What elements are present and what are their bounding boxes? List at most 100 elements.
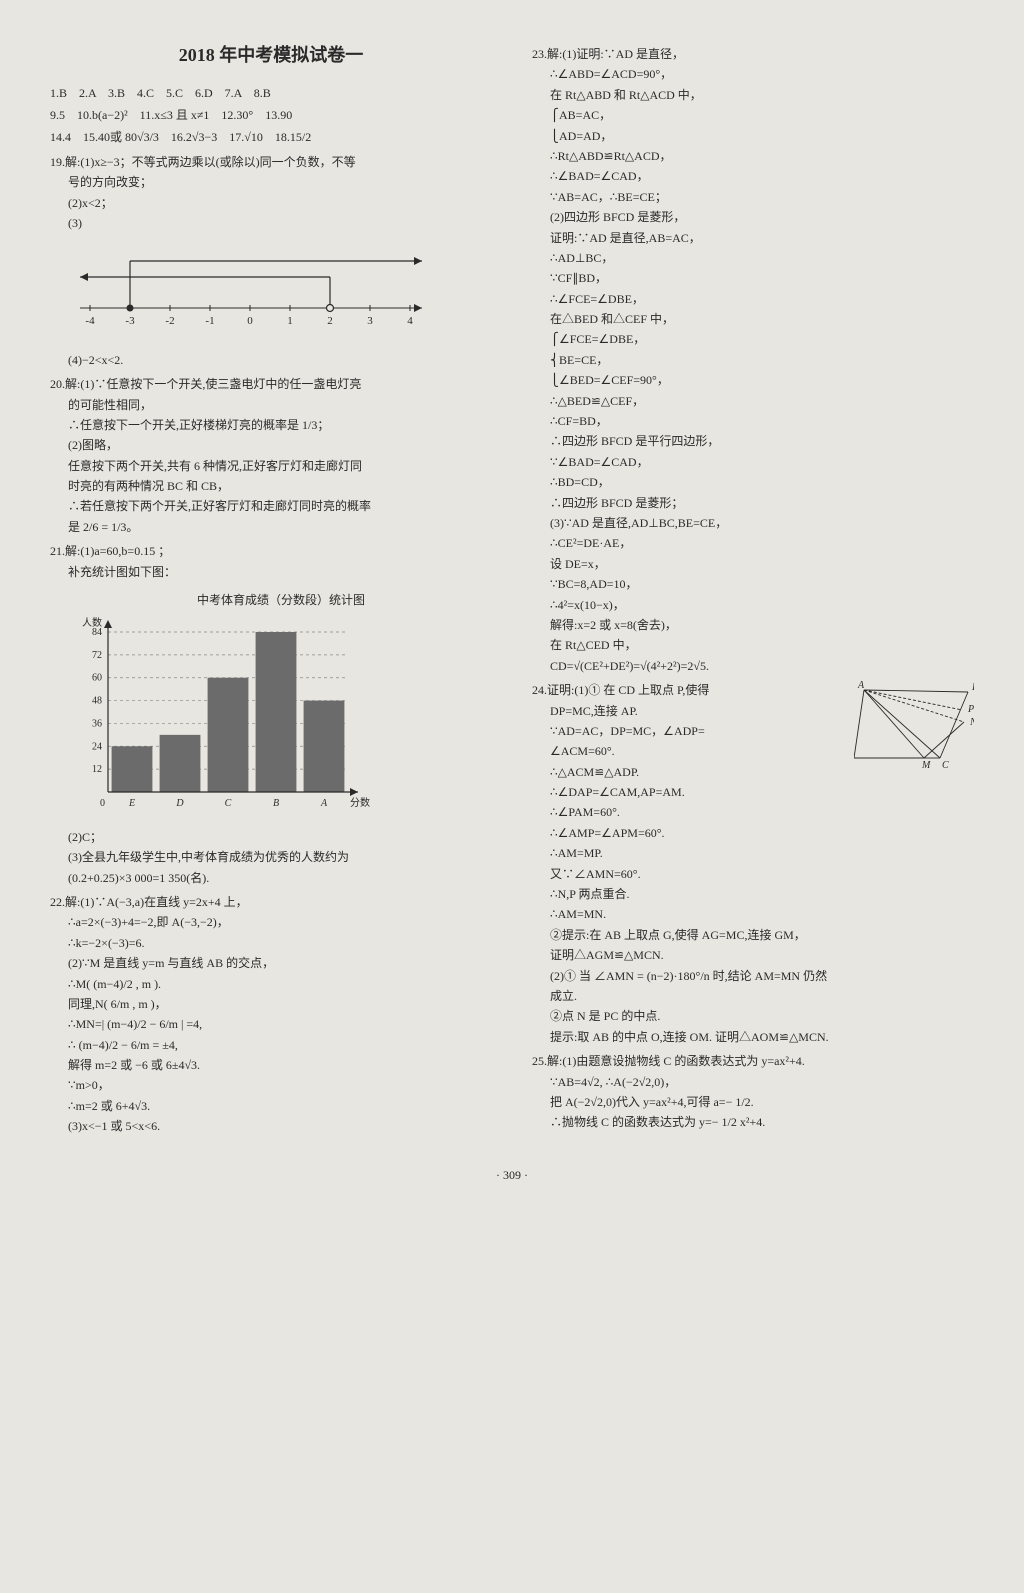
q22-l4: ∴M( (m−4)/2 , m ). xyxy=(50,974,492,994)
text-line: ∴∠ABD=∠ACD=90°， xyxy=(532,64,974,84)
text-line: ∴∠DAP=∠CAM,AP=AM. xyxy=(532,782,974,802)
text-line: ∴∠BAD=∠CAD， xyxy=(532,166,974,186)
chart-title: 中考体育成绩（分数段）统计图 xyxy=(70,590,492,610)
svg-text:1: 1 xyxy=(287,315,293,327)
svg-text:B: B xyxy=(273,798,279,809)
svg-text:2: 2 xyxy=(327,315,333,327)
q22-l8: 解得 m=2 或 −6 或 6±4√3. xyxy=(50,1055,492,1075)
q20-l1: 的可能性相同， xyxy=(50,395,492,415)
q20-l3: (2)图略， xyxy=(50,435,492,455)
svg-text:N: N xyxy=(969,717,974,728)
text-line: ⎧∠FCE=∠DBE， xyxy=(532,329,974,349)
svg-text:12: 12 xyxy=(92,765,102,776)
text-line: 证明:∵AD 是直径,AB=AC， xyxy=(532,228,974,248)
svg-text:0: 0 xyxy=(100,798,105,809)
page: 2018 年中考模拟试卷一 1.B 2.A 3.B 4.C 5.C 6.D 7.… xyxy=(50,40,974,1141)
q22-l3: (2)∵M 是直线 y=m 与直线 AB 的交点， xyxy=(50,953,492,973)
q25: 25.解:(1)由题意设抛物线 C 的函数表达式为 y=ax²+4. ∵AB=4… xyxy=(532,1051,974,1133)
text-line: 把 A(−2√2,0)代入 y=ax²+4,可得 a=− 1/2. xyxy=(532,1092,974,1112)
text-line: 解得:x=2 或 x=8(舍去)， xyxy=(532,615,974,635)
text-line: ∴CE²=DE·AE， xyxy=(532,533,974,553)
svg-text:60: 60 xyxy=(92,673,102,684)
q20-head: 20.解:(1)∵任意按下一个开关,使三盏电灯中的任一盏电灯亮 xyxy=(50,374,492,394)
text-line: ∴∠FCE=∠DBE， xyxy=(532,289,974,309)
text-line: ②提示:在 AB 上取点 G,使得 AG=MC,连接 GM， xyxy=(532,925,974,945)
svg-text:4: 4 xyxy=(407,315,413,327)
q21: 21.解:(1)a=60,b=0.15 ； 补充统计图如下图： 中考体育成绩（分… xyxy=(50,541,492,888)
text-line: ⎩AD=AD， xyxy=(532,126,974,146)
page-number: · 309 · xyxy=(50,1165,974,1185)
svg-text:E: E xyxy=(128,798,135,809)
q22-l11: (3)x<−1 或 5<x<6. xyxy=(50,1116,492,1136)
mc-row-2: 9.5 10.b(a−2)² 11.x≤3 且 x≠1 12.30° 13.90 xyxy=(50,105,492,125)
q21-l3: (3)全县九年级学生中,中考体育成绩为优秀的人数约为 xyxy=(50,847,492,867)
q21-head: 21.解:(1)a=60,b=0.15 ； xyxy=(50,541,492,561)
text-line: ∴CF=BD， xyxy=(532,411,974,431)
q21-l1: 补充统计图如下图： xyxy=(50,562,492,582)
text-line: ∵BC=8,AD=10， xyxy=(532,574,974,594)
svg-text:D: D xyxy=(175,798,184,809)
text-line: (2)四边形 BFCD 是菱形， xyxy=(532,207,974,227)
svg-text:3: 3 xyxy=(367,315,373,327)
svg-text:C: C xyxy=(942,760,949,770)
text-line: 在 Rt△ABD 和 Rt△ACD 中， xyxy=(532,85,974,105)
q22-l2: ∴k=−2×(−3)=6. xyxy=(50,933,492,953)
q20-l6: ∴若任意按下两个开关,正好客厅灯和走廊灯同时亮的概率 xyxy=(50,496,492,516)
q19-p4: (4)−2<x<2. xyxy=(50,350,492,370)
text-line: ∴抛物线 C 的函数表达式为 y=− 1/2 x²+4. xyxy=(532,1112,974,1132)
svg-text:D: D xyxy=(971,682,974,693)
svg-text:-2: -2 xyxy=(165,315,174,327)
svg-text:M: M xyxy=(921,760,931,770)
text-line: ∴4²=x(10−x)， xyxy=(532,595,974,615)
exam-title: 2018 年中考模拟试卷一 xyxy=(50,40,492,71)
text-line: (2)① 当 ∠AMN = (n−2)·180°/n 时,结论 AM=MN 仍然 xyxy=(532,966,974,986)
q22-l5: 同理,N( 6/m , m )， xyxy=(50,994,492,1014)
q22: 22.解:(1)∵A(−3,a)在直线 y=2x+4 上， ∴a=2×(−3)+… xyxy=(50,892,492,1137)
q21-l4: (0.2+0.25)×3 000=1 350(名). xyxy=(50,868,492,888)
svg-text:0: 0 xyxy=(247,315,253,327)
q20-l7: 是 2/6 = 1/3。 xyxy=(50,517,492,537)
svg-text:72: 72 xyxy=(92,650,102,661)
text-line: 在△BED 和△CEF 中， xyxy=(532,309,974,329)
q23-head: 23.解:(1)证明:∵AD 是直径， xyxy=(532,44,974,64)
text-line: ∵AB=4√2, ∴A(−2√2,0)， xyxy=(532,1072,974,1092)
text-line: ∴AD⊥BC， xyxy=(532,248,974,268)
text-line: ∴AM=MN. xyxy=(532,904,974,924)
text-line: ∴四边形 BFCD 是菱形； xyxy=(532,493,974,513)
q20-l2: ∴任意按下一个开关,正好楼梯灯亮的概率是 1/3； xyxy=(50,415,492,435)
svg-text:84: 84 xyxy=(92,627,102,638)
svg-text:-4: -4 xyxy=(85,315,95,327)
q24: ABMCDPN 24.证明:(1)① 在 CD 上取点 P,使得 DP=MC,连… xyxy=(532,680,974,1047)
text-line: ∴N,P 两点重合. xyxy=(532,884,974,904)
text-line: ∴∠AMP=∠APM=60°. xyxy=(532,823,974,843)
text-line: ∴AM=MP. xyxy=(532,843,974,863)
text-line: ∴Rt△ABD≌Rt△ACD， xyxy=(532,146,974,166)
svg-text:-3: -3 xyxy=(125,315,135,327)
text-line: ②点 N 是 PC 的中点. xyxy=(532,1006,974,1026)
q19-head2: 号的方向改变； xyxy=(50,172,492,192)
text-line: ∴∠PAM=60°. xyxy=(532,802,974,822)
text-line: ∴四边形 BFCD 是平行四边形， xyxy=(532,431,974,451)
text-line: ∴BD=CD， xyxy=(532,472,974,492)
q23: 23.解:(1)证明:∵AD 是直径， ∴∠ABD=∠ACD=90°，在 Rt△… xyxy=(532,44,974,676)
text-line: ∵∠BAD=∠CAD， xyxy=(532,452,974,472)
q19-p2: (2)x<2； xyxy=(50,193,492,213)
svg-text:分数段: 分数段 xyxy=(350,796,370,809)
q20-l4: 任意按下两个开关,共有 6 种情况,正好客厅灯和走廊灯同 xyxy=(50,456,492,476)
text-line: 设 DE=x， xyxy=(532,554,974,574)
mc-row-3: 14.4 15.40或 80√3/3 16.2√3−3 17.√10 18.15… xyxy=(50,127,492,147)
text-line: ⎨BE=CE， xyxy=(532,350,974,370)
mc-row-1: 1.B 2.A 3.B 4.C 5.C 6.D 7.A 8.B xyxy=(50,83,492,103)
text-line: 提示:取 AB 的中点 O,连接 OM. 证明△AOM≌△MCN. xyxy=(532,1027,974,1047)
number-line-figure: -4-3-2-101234 xyxy=(70,243,492,339)
q22-l7: ∴ (m−4)/2 − 6/m = ±4, xyxy=(50,1035,492,1055)
svg-text:36: 36 xyxy=(92,719,102,730)
svg-text:A: A xyxy=(320,798,328,809)
text-line: (3)∵AD 是直径,AD⊥BC,BE=CE， xyxy=(532,513,974,533)
svg-text:24: 24 xyxy=(92,742,102,753)
text-line: ∴△BED≌△CEF， xyxy=(532,391,974,411)
q20-l5: 时亮的有两种情况 BC 和 CB， xyxy=(50,476,492,496)
text-line: ⎧AB=AC， xyxy=(532,105,974,125)
svg-text:48: 48 xyxy=(92,696,102,707)
text-line: 证明△AGM≌△MCN. xyxy=(532,945,974,965)
